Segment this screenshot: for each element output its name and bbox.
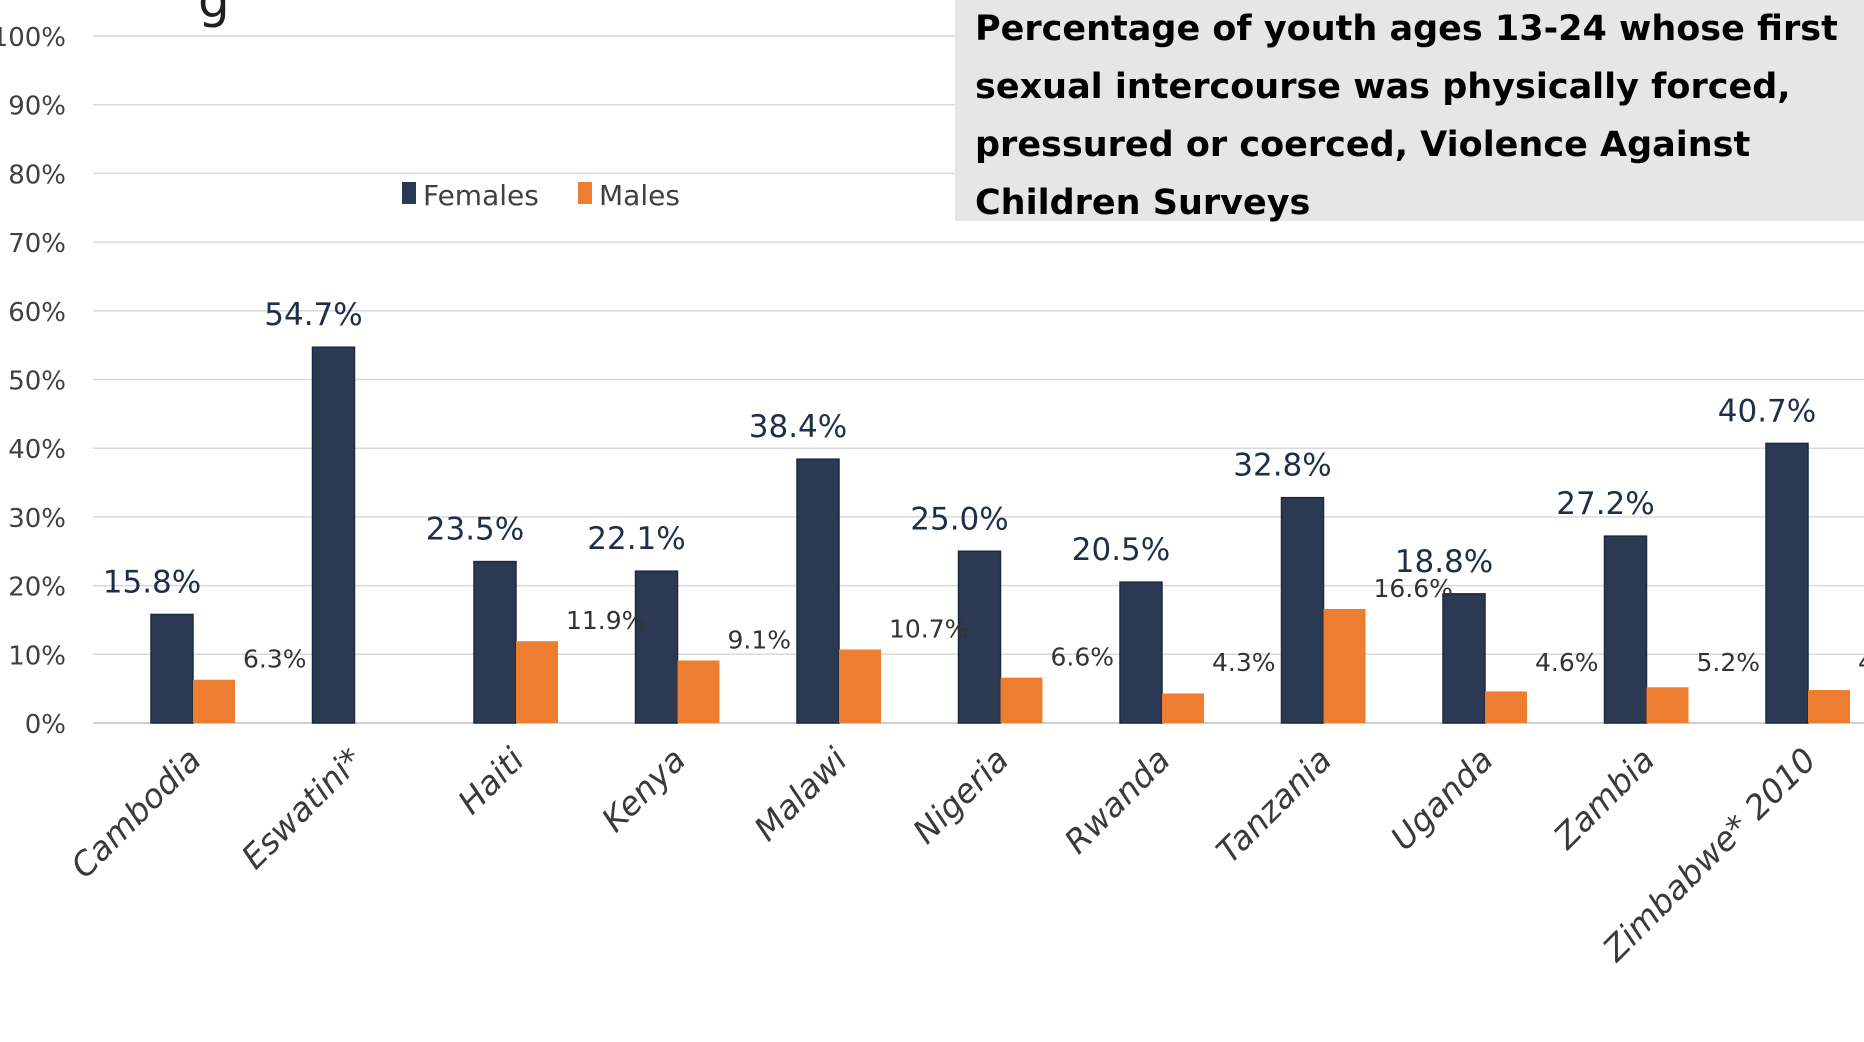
bar-females [1280, 496, 1325, 724]
y-tick-label: 60% [8, 298, 66, 328]
legend-label: Females [423, 179, 539, 212]
data-label-females: 38.4% [749, 409, 847, 445]
legend-swatch [578, 182, 592, 204]
chart-title-line: Percentage of youth ages 13-24 whose fir… [975, 9, 1838, 49]
data-labels: 15.8% 6.3% 54.7% 23.5% 11.9% 22.1% 9.1% 38.4% 10… [103, 297, 1864, 677]
x-axis-ticks: Cambodia Eswatini* Haiti Kenya Malawi Nigeria… [63, 740, 1824, 969]
legend-swatch [402, 182, 416, 204]
bar-females [1603, 535, 1648, 724]
data-label-males: 16.6% [1374, 574, 1453, 603]
data-label-males: 4.8% [1858, 648, 1864, 677]
data-label-females: 25.0% [910, 501, 1008, 537]
bar-females [957, 550, 1002, 724]
bar-males [677, 660, 720, 723]
data-label-males: 6.6% [1051, 643, 1115, 672]
x-tick-label: Cambodia [63, 740, 209, 886]
data-label-females: 23.5% [426, 512, 524, 548]
x-tick-label: Haiti [450, 740, 532, 822]
data-label-males: 10.7% [889, 614, 968, 643]
x-tick-label: Rwanda [1057, 740, 1178, 861]
data-label-males: 5.2% [1697, 648, 1761, 677]
data-label-males: 4.6% [1535, 648, 1599, 677]
legend-label: Males [599, 179, 680, 212]
x-tick-label: Nigeria [905, 740, 1016, 851]
bar-males [1808, 690, 1850, 723]
bar-females [150, 613, 194, 724]
y-tick-label: 50% [8, 367, 66, 397]
y-tick-label: 10% [8, 641, 66, 671]
bar-females [1765, 442, 1809, 724]
clipped-heading-fragment: g [198, 0, 230, 29]
data-label-males: 9.1% [728, 625, 792, 654]
legend: Females Males [402, 179, 680, 212]
chart-title: Percentage of youth ages 13-24 whose fir… [955, 0, 1864, 223]
bar-males [1646, 687, 1689, 723]
data-label-males: 6.3% [243, 645, 307, 674]
chart-title-line: Children Surveys [975, 183, 1311, 223]
bar-females [473, 560, 517, 724]
bar-males [1485, 691, 1527, 723]
bar-males [1323, 608, 1366, 723]
y-tick-label: 40% [8, 435, 66, 465]
bar-males [839, 649, 881, 723]
x-tick-label: Zambia [1545, 740, 1662, 857]
y-tick-label: 90% [8, 92, 66, 122]
y-axis-ticks: 0% 10% 20% 30% 40% 50% 60% 70% 80% 90% 100% [0, 23, 66, 740]
bar-females [796, 458, 840, 724]
data-label-females: 18.8% [1395, 544, 1493, 580]
y-tick-label: 20% [8, 573, 66, 603]
y-tick-label: 0% [25, 710, 66, 740]
y-tick-label: 100% [0, 23, 66, 53]
bar-males [1162, 693, 1204, 723]
data-label-females: 22.1% [587, 521, 685, 557]
data-label-females: 54.7% [264, 297, 362, 333]
y-tick-label: 80% [8, 160, 66, 190]
bar-females [634, 570, 679, 724]
x-tick-label: Uganda [1383, 740, 1501, 858]
chart-title-line: pressured or coerced, Violence Against [975, 125, 1751, 165]
bar-males [516, 641, 558, 723]
data-label-females: 27.2% [1556, 486, 1654, 522]
data-label-females: 15.8% [103, 564, 201, 600]
bar-females [1119, 581, 1163, 724]
data-label-males: 4.3% [1212, 648, 1276, 677]
y-tick-label: 30% [8, 504, 66, 534]
x-tick-label: Eswatini* [234, 740, 370, 876]
x-tick-label: Malawi [746, 740, 854, 848]
data-label-females: 20.5% [1072, 532, 1170, 568]
x-tick-label: Kenya [594, 740, 693, 839]
data-label-males: 11.9% [566, 606, 645, 635]
bar-males [1000, 677, 1043, 723]
x-tick-label: Tanzania [1209, 740, 1340, 871]
bar-males [193, 679, 235, 723]
chart-title-line: sexual intercourse was physically forced… [975, 67, 1791, 107]
bar-females [1442, 593, 1486, 724]
y-tick-label: 70% [8, 229, 66, 259]
data-label-females: 32.8% [1233, 448, 1331, 484]
bar-females [311, 346, 356, 724]
data-label-females: 40.7% [1718, 393, 1816, 429]
bars [150, 346, 1850, 724]
